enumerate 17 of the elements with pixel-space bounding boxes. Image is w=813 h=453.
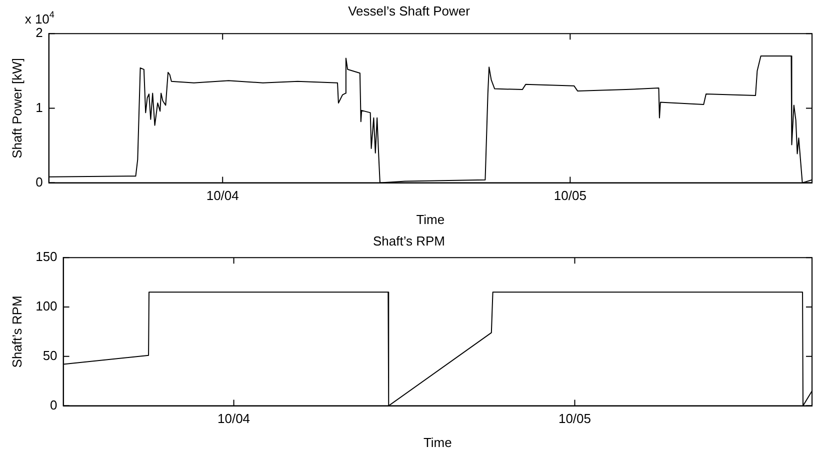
x-tick-label: 10/05 [554, 188, 586, 204]
x-axis-title: Time [416, 212, 445, 227]
y-tick-label: 2 [36, 25, 43, 40]
y-tick-label: 150 [36, 249, 58, 264]
x-tick-label: 10/04 [218, 411, 250, 426]
y-axis-title: Shaft Power [kW] [9, 58, 24, 158]
x-tick-label: 10/05 [558, 411, 592, 426]
y-tick-label: 1 [36, 100, 43, 115]
chart-title: Vessel’s Shaft Power [348, 3, 471, 18]
x-tick-label: 10/04 [206, 188, 239, 204]
chart-title: Shaft’s RPM [372, 233, 446, 248]
x-axis-title: Time [423, 434, 452, 450]
y-axis-title: Shaft’s RPM [9, 296, 24, 368]
y-tick-label: 50 [42, 348, 58, 363]
y-tick-label: 100 [36, 298, 58, 314]
y-tick-label: 0 [50, 397, 58, 412]
y-tick-label: 0 [36, 174, 43, 190]
